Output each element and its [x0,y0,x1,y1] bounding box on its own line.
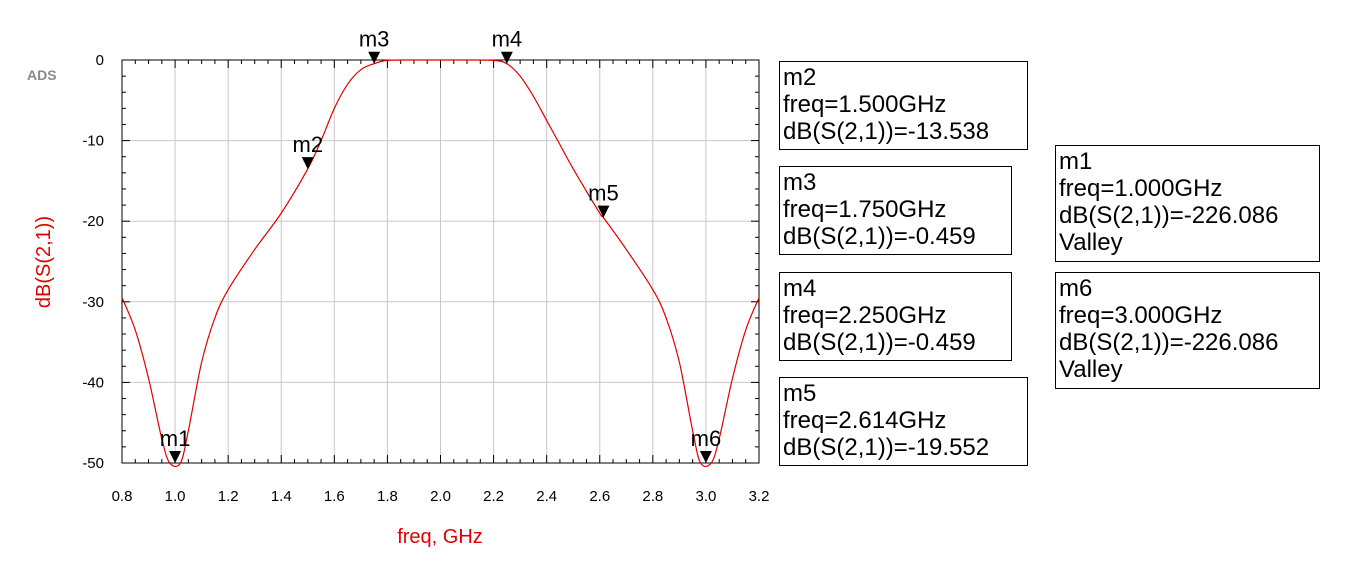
x-tick-label: 2.0 [430,488,451,505]
readout-name: m2 [783,64,817,91]
readout-value: dB(S(2,1))=-226.086 [1059,329,1279,356]
readout-m1[interactable]: m1 freq=1.000GHz dB(S(2,1))=-226.086 Val… [1055,145,1320,262]
x-tick-label: 1.8 [377,488,398,505]
readout-name: m6 [1059,275,1093,302]
x-tick-label: 2.6 [589,488,610,505]
readout-name: m4 [783,275,817,302]
readout-name: m5 [783,380,817,407]
y-tick-label: -10 [82,133,104,150]
ads-logo: ADS [27,67,57,83]
x-tick-label: 2.2 [483,488,504,505]
x-tick-label: 1.2 [218,488,239,505]
x-tick-label: 0.8 [112,488,133,505]
y-tick-labels: 0 -10 -20 -30 -40 -50 [82,52,104,472]
x-tick-label: 1.6 [324,488,345,505]
readout-name: m3 [783,169,817,196]
marker-m6-label: m6 [691,426,722,451]
marker-m2-label: m2 [293,132,324,157]
y-tick-label: 0 [96,52,104,69]
marker-m4-triangle[interactable] [500,51,513,64]
readout-value: dB(S(2,1))=-0.459 [783,329,976,356]
y-tick-label: -20 [82,213,104,230]
axis-ticks [121,59,760,464]
readout-freq: freq=1.500GHz [783,91,947,118]
x-tick-label: 1.0 [165,488,186,505]
y-axis-title: dB(S(2,1)) [33,216,55,308]
markers: m1 m2 m3 m4 m5 m6 [160,27,721,463]
readout-value: dB(S(2,1))=-19.552 [783,434,990,461]
readout-extra: Valley [1059,229,1123,256]
grid [122,60,759,463]
readout-m6[interactable]: m6 freq=3.000GHz dB(S(2,1))=-226.086 Val… [1055,272,1320,389]
marker-m5-triangle[interactable] [597,205,610,218]
readout-value: dB(S(2,1))=-0.459 [783,223,976,250]
readout-freq: freq=1.000GHz [1059,175,1223,202]
x-axis-title: freq, GHz [397,526,483,548]
x-tick-label: 3.0 [695,488,716,505]
marker-m1-triangle[interactable] [169,451,182,463]
y-tick-label: -40 [82,374,104,391]
marker-m5-label: m5 [588,181,619,206]
marker-m1-label: m1 [160,426,191,451]
readout-m4[interactable]: m4 freq=2.250GHz dB(S(2,1))=-0.459 [779,272,1012,361]
readout-extra: Valley [1059,356,1123,383]
readout-name: m1 [1059,148,1093,175]
readout-freq: freq=3.000GHz [1059,302,1223,329]
y-tick-label: -30 [82,294,104,311]
readout-value: dB(S(2,1))=-13.538 [783,118,990,145]
x-tick-label: 1.4 [271,488,292,505]
readout-m5[interactable]: m5 freq=2.614GHz dB(S(2,1))=-19.552 [779,377,1028,466]
series-line [121,59,760,468]
x-tick-labels: 0.8 1.0 1.2 1.4 1.6 1.8 2.0 2.2 2.4 2.6 2.8 3.0 3.2 [112,488,770,505]
readout-freq: freq=2.614GHz [783,407,947,434]
x-tick-label: 2.8 [642,488,663,505]
x-tick-label: 2.4 [536,488,557,505]
marker-m2-triangle[interactable] [301,157,314,170]
readout-m3[interactable]: m3 freq=1.750GHz dB(S(2,1))=-0.459 [779,166,1012,255]
x-tick-label: 3.2 [749,488,770,505]
readout-freq: freq=1.750GHz [783,196,947,223]
readout-value: dB(S(2,1))=-226.086 [1059,202,1279,229]
marker-m6-triangle[interactable] [699,451,712,463]
marker-m4-label: m4 [492,27,523,52]
readout-m2[interactable]: m2 freq=1.500GHz dB(S(2,1))=-13.538 [779,61,1028,150]
readout-freq: freq=2.250GHz [783,302,947,329]
y-tick-label: -50 [82,455,104,472]
marker-m3-triangle[interactable] [368,51,381,64]
marker-m3-label: m3 [359,27,390,52]
